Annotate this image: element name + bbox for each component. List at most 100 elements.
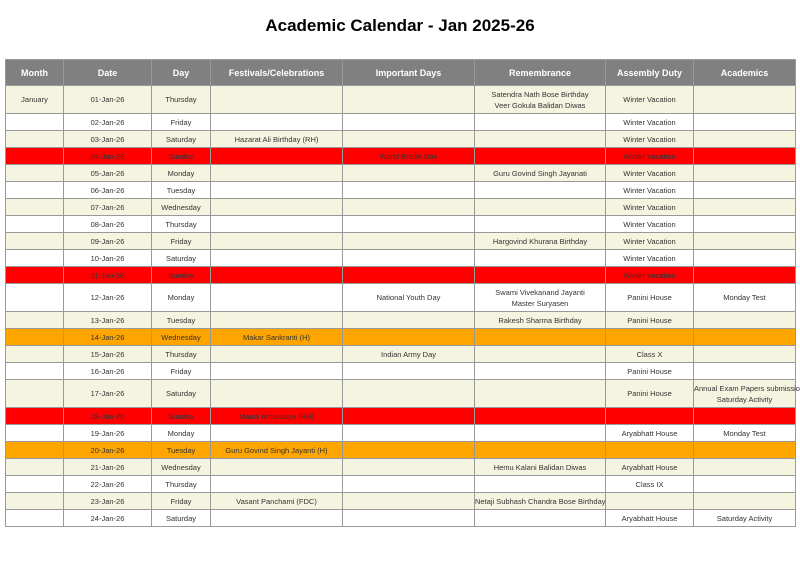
row: 07-Jan-26 Wednesday Winter Vacation xyxy=(5,198,796,216)
title: Academic Calendar - Jan 2025-26 xyxy=(265,16,535,35)
column-header: Festivals/Celebrations xyxy=(210,59,343,86)
cell xyxy=(210,283,343,312)
cell: Hazarat Ali Birthday (RH) xyxy=(210,130,343,148)
cell xyxy=(693,328,796,346)
cell xyxy=(5,492,64,510)
cell xyxy=(474,407,606,425)
cell xyxy=(5,249,64,267)
cell xyxy=(5,130,64,148)
cell xyxy=(210,345,343,363)
row: 02-Jan-26 Friday Winter Vacation xyxy=(5,113,796,131)
cell xyxy=(342,85,475,114)
cell xyxy=(342,113,475,131)
cell xyxy=(342,458,475,476)
cell: 24-Jan-26 xyxy=(63,509,152,527)
cell xyxy=(693,147,796,165)
row: 13-Jan-26 Tuesday Rakesh Sharma Birthday Pa… xyxy=(5,311,796,329)
cell: Wednesday xyxy=(151,198,211,216)
cell xyxy=(693,441,796,459)
cell xyxy=(210,164,343,182)
cell: January xyxy=(5,85,64,114)
header-row: Month Date Day Festivals/Celebrations Import… xyxy=(5,59,796,86)
cell xyxy=(474,266,606,284)
cell xyxy=(5,164,64,182)
cell xyxy=(474,379,606,408)
cell xyxy=(5,328,64,346)
cell xyxy=(342,475,475,493)
cell: Monday Test xyxy=(693,424,796,442)
cell: Guru Govind Singh Jayanti (H) xyxy=(210,441,343,459)
cell xyxy=(210,266,343,284)
cell: 08-Jan-26 xyxy=(63,215,152,233)
cell xyxy=(210,215,343,233)
row: 06-Jan-26 Tuesday Winter Vacation xyxy=(5,181,796,199)
cell: Wednesday xyxy=(151,328,211,346)
cell: 16-Jan-26 xyxy=(63,362,152,380)
cell: Sunday xyxy=(151,266,211,284)
cell xyxy=(210,232,343,250)
cell xyxy=(342,181,475,199)
cell: Wednesday xyxy=(151,458,211,476)
cell xyxy=(342,328,475,346)
row: 17-Jan-26 Saturday Panini House Annual Exam… xyxy=(5,379,800,408)
cell: Vasant Panchami (FDC) xyxy=(210,492,343,510)
column-header: Remembrance xyxy=(474,59,606,86)
cell xyxy=(693,311,796,329)
row: 24-Jan-26 Saturday Aryabhatt House Saturday… xyxy=(5,509,796,527)
table-body: January 01-Jan-26 Thursday Satendra Nath Bo… xyxy=(5,85,800,527)
cell: Thursday xyxy=(151,475,211,493)
cell xyxy=(5,475,64,493)
cell xyxy=(693,266,796,284)
cell: Winter Vacation xyxy=(605,164,694,182)
cell: Swami Vivekanand Jayanti Master Suryasen xyxy=(474,283,606,312)
cell: Rakesh Sharma Birthday xyxy=(474,311,606,329)
row: 22-Jan-26 Thursday Class IX xyxy=(5,475,796,493)
cell: Saturday xyxy=(151,130,211,148)
cell xyxy=(693,113,796,131)
cell xyxy=(474,424,606,442)
cell: Satendra Nath Bose Birthday Veer Gokula B… xyxy=(474,85,606,114)
row: 03-Jan-26 Saturday Hazarat Ali Birthday (R… xyxy=(5,130,796,148)
column-header: Month xyxy=(5,59,64,86)
row: 16-Jan-26 Friday Panini House xyxy=(5,362,796,380)
cell xyxy=(210,424,343,442)
cell: Netaji Subhash Chandra Bose Birthday xyxy=(474,492,606,510)
cell: Tuesday xyxy=(151,181,211,199)
column-header: Date xyxy=(63,59,152,86)
cell: Panini House xyxy=(605,379,694,408)
cell xyxy=(342,379,475,408)
cell xyxy=(5,424,64,442)
cell xyxy=(5,113,64,131)
cell xyxy=(5,232,64,250)
cell: Thursday xyxy=(151,85,211,114)
cell: World Braille Day xyxy=(342,147,475,165)
cell xyxy=(693,249,796,267)
cell: Winter Vacation xyxy=(605,232,694,250)
cell: Winter Vacation xyxy=(605,85,694,114)
row: 08-Jan-26 Thursday Winter Vacation xyxy=(5,215,796,233)
cell xyxy=(474,215,606,233)
cell: Winter Vacation xyxy=(605,198,694,216)
cell xyxy=(693,198,796,216)
row: 11-Jan-26 Sunday Winter Vacation xyxy=(5,266,796,284)
cell: 04-Jan-26 xyxy=(63,147,152,165)
cell: Panini House xyxy=(605,311,694,329)
cell xyxy=(210,198,343,216)
row: 15-Jan-26 Thursday Indian Army Day Class X xyxy=(5,345,796,363)
cell: Tuesday xyxy=(151,441,211,459)
cell: Guru Govind Singh Jayanati xyxy=(474,164,606,182)
row: 18-Jan-26 Sunday Mauni Amavasya (RH) xyxy=(5,407,796,425)
row: January 01-Jan-26 Thursday Satendra Nath Bo… xyxy=(5,85,796,114)
cell: Mauni Amavasya (RH) xyxy=(210,407,343,425)
cell xyxy=(5,311,64,329)
cell: 17-Jan-26 xyxy=(63,379,152,408)
cell: Winter Vacation xyxy=(605,215,694,233)
cell xyxy=(342,492,475,510)
cell: Panini House xyxy=(605,362,694,380)
cell xyxy=(693,130,796,148)
row: 14-Jan-26 Wednesday Makar Sankranti (H) xyxy=(5,328,796,346)
cell xyxy=(474,198,606,216)
cell: 15-Jan-26 xyxy=(63,345,152,363)
cell xyxy=(210,85,343,114)
